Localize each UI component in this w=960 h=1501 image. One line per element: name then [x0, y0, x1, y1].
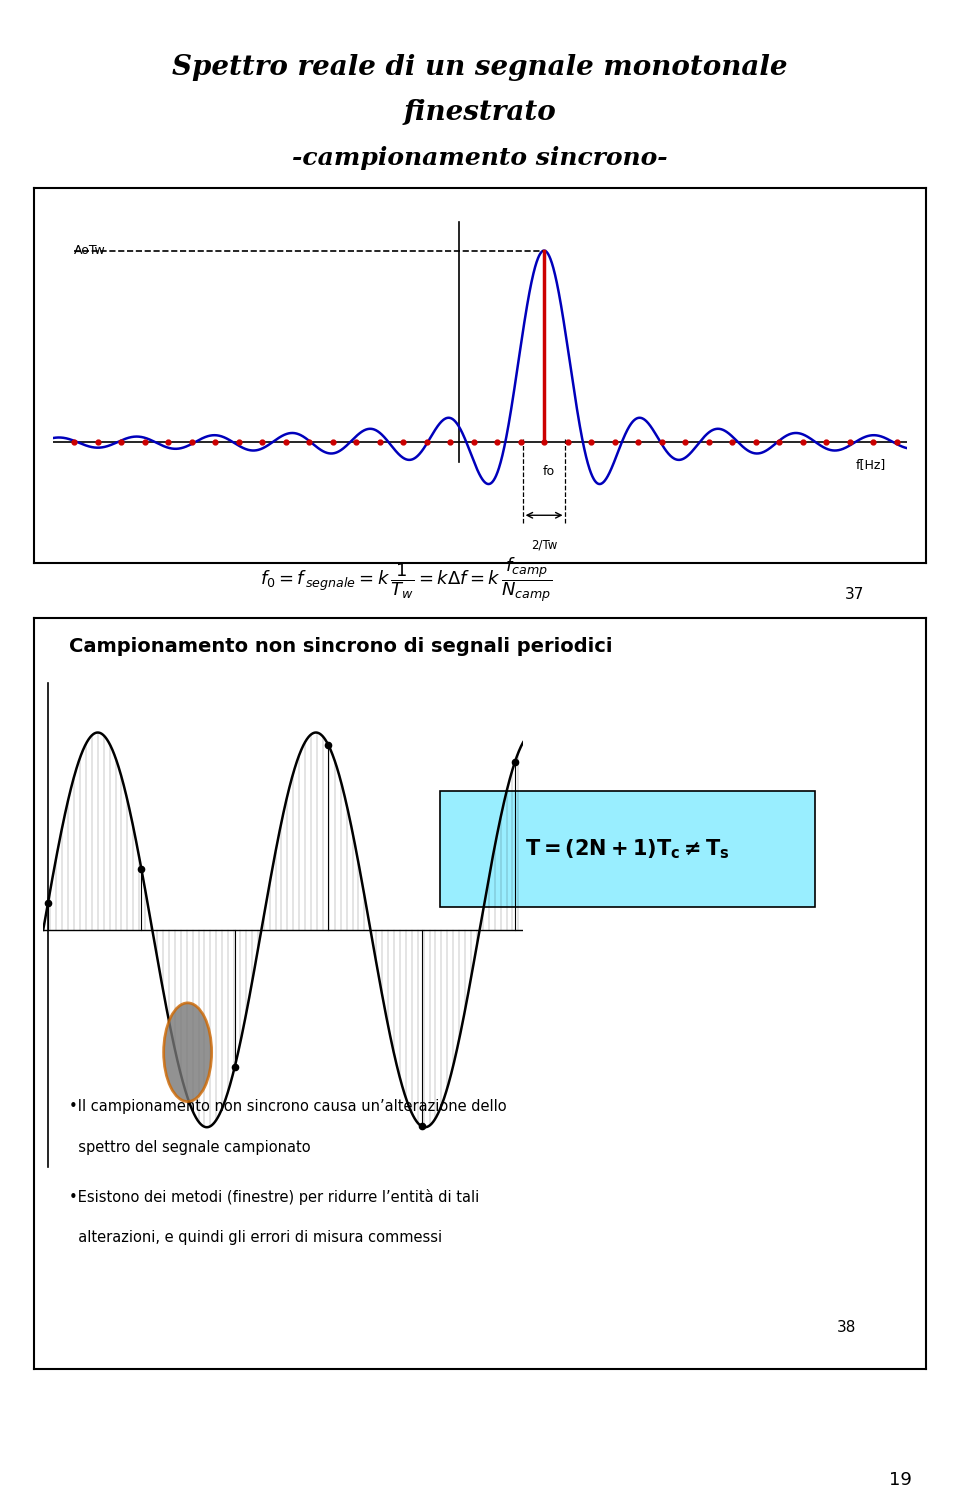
Text: f[Hz]: f[Hz]: [855, 458, 886, 471]
Text: AoTw: AoTw: [74, 245, 106, 257]
Text: Spettro reale di un segnale monotonale: Spettro reale di un segnale monotonale: [172, 54, 788, 81]
Text: •Il campionamento non sincrono causa un’alterazione dello: •Il campionamento non sincrono causa un’…: [69, 1099, 507, 1114]
Text: alterazioni, e quindi gli errori di misura commessi: alterazioni, e quindi gli errori di misu…: [69, 1231, 443, 1244]
Bar: [440, 791, 815, 907]
Text: fo: fo: [542, 465, 555, 479]
Text: •Esistono dei metodi (finestre) per ridurre l’entità di tali: •Esistono dei metodi (finestre) per ridu…: [69, 1189, 480, 1205]
Text: -campionamento sincrono-: -campionamento sincrono-: [292, 146, 668, 170]
Text: 19: 19: [889, 1471, 912, 1489]
Text: $f_0 = f_{\,segnale} = k\,\dfrac{1}{T_w} = k\Delta f = k\,\dfrac{f_{camp}}{N_{ca: $f_0 = f_{\,segnale} = k\,\dfrac{1}{T_w}…: [260, 555, 552, 603]
Text: 37: 37: [845, 587, 865, 602]
Text: Campionamento non sincrono di segnali periodici: Campionamento non sincrono di segnali pe…: [69, 636, 612, 656]
Ellipse shape: [163, 1003, 211, 1102]
Text: finestrato: finestrato: [403, 99, 557, 126]
Text: $\mathbf{T=(2N+1)T_c\neq T_s}$: $\mathbf{T=(2N+1)T_c\neq T_s}$: [525, 838, 730, 862]
Text: 38: 38: [836, 1321, 855, 1336]
Text: 2/Tw: 2/Tw: [531, 539, 557, 551]
Text: spettro del segnale campionato: spettro del segnale campionato: [69, 1141, 311, 1154]
